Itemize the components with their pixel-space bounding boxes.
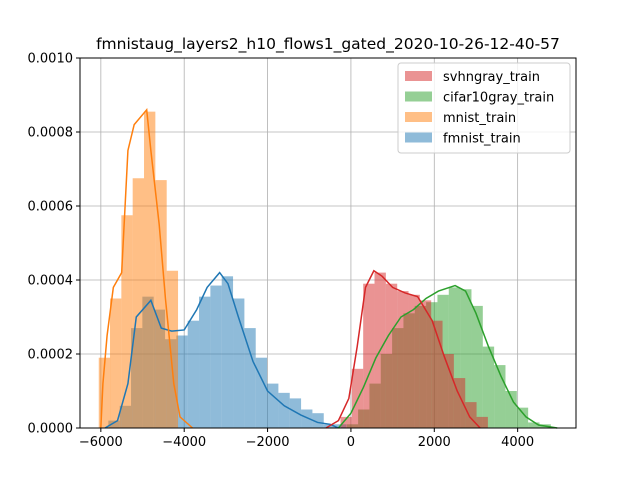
histogram-bar: [98, 357, 111, 428]
histogram-bars: [98, 111, 551, 429]
histogram-bar: [210, 285, 222, 428]
y-tick-label: 0.0008: [28, 126, 74, 141]
x-axis: −6000 −4000 −2000 0 2000 4000: [79, 428, 534, 450]
kde-line: [337, 284, 558, 429]
x-tick-label: 4000: [501, 435, 534, 450]
histogram-bar: [448, 287, 461, 428]
legend-swatch: [405, 91, 432, 102]
histogram-bar: [471, 305, 483, 428]
axes-frame: [79, 57, 577, 429]
legend-box: [397, 62, 571, 154]
y-tick-label: 0.0002: [28, 348, 74, 363]
histogram-bar: [132, 178, 145, 428]
histogram-bar: [176, 335, 188, 428]
histogram-bar: [460, 289, 472, 428]
legend-swatch: [405, 71, 432, 81]
histogram-bar: [155, 180, 167, 428]
kde-line: [104, 271, 339, 429]
y-tick-label: 0.0006: [28, 200, 74, 215]
histogram-bar: [385, 283, 398, 428]
histogram-bar: [340, 416, 352, 428]
histogram-bar: [289, 398, 302, 428]
y-tick-label: 0.0004: [28, 274, 74, 289]
legend-label: svhngray_train: [443, 70, 540, 85]
histogram-bar: [301, 409, 313, 428]
histogram-bar: [476, 416, 488, 428]
legend-label: fmnist_train: [443, 132, 521, 147]
kde-lines: [100, 107, 558, 429]
histogram-bar: [453, 378, 466, 428]
kde-line: [100, 107, 194, 429]
histogram-bar: [397, 291, 409, 428]
histogram-bar: [363, 283, 375, 428]
kde-line: [325, 269, 481, 429]
histogram-bar: [516, 407, 529, 428]
histogram-bar: [465, 402, 477, 428]
histogram-bar: [528, 422, 540, 428]
histogram-bar: [482, 346, 495, 428]
legend: svhngray_train cifar10gray_train mnist_tra…: [397, 62, 571, 154]
histogram-bar: [255, 357, 268, 428]
histogram-bar: [187, 320, 200, 428]
chart-title: fmnistaug_layers2_h10_flows1_gated_2020-…: [96, 35, 560, 54]
histogram-bar: [121, 215, 133, 428]
histogram-bar: [494, 365, 506, 428]
x-tick-label: −6000: [79, 435, 123, 450]
legend-label: mnist_train: [443, 111, 516, 126]
histogram-bar: [408, 294, 420, 428]
histogram-bar: [166, 270, 179, 428]
y-axis: 0.0000 0.0002 0.0004 0.0006 0.0008 0.0010: [28, 52, 80, 437]
histogram-bar: [199, 296, 211, 428]
histogram-bar: [419, 300, 432, 428]
histogram-bar: [221, 276, 234, 428]
legend-swatch: [405, 112, 432, 122]
histogram-bar: [267, 383, 279, 428]
x-tick-label: −2000: [246, 435, 290, 450]
histogram-bar: [505, 391, 517, 428]
histogram-bar: [278, 392, 290, 428]
y-tick-label: 0.0000: [28, 422, 74, 437]
histogram-bar: [431, 320, 443, 428]
legend-label: cifar10gray_train: [443, 91, 554, 106]
y-tick-label: 0.0010: [28, 52, 74, 67]
x-tick-label: 0: [347, 435, 355, 450]
histogram-bar: [442, 354, 454, 428]
histogram-bar: [233, 298, 245, 428]
x-tick-label: −4000: [162, 435, 206, 450]
x-tick-label: 2000: [418, 435, 451, 450]
histogram-bar: [110, 298, 122, 428]
histogram-bar: [312, 413, 324, 428]
histogram-bar: [244, 328, 256, 428]
legend-swatch: [405, 132, 432, 143]
histogram-bar: [144, 111, 156, 429]
